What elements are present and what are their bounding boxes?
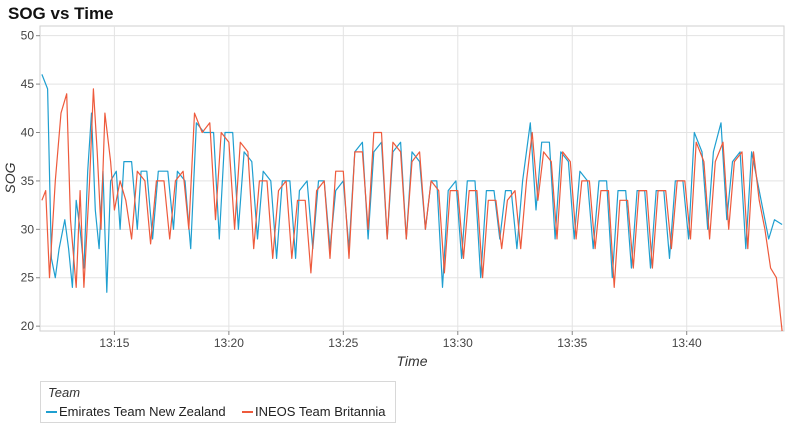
y-tick-label: 30 — [21, 222, 35, 236]
x-tick-label: 13:30 — [443, 336, 473, 350]
y-tick-label: 25 — [21, 271, 35, 285]
chart-plot: 20 25 30 35 40 45 50 13:15 13:20 13:25 13:30 13:35 1… — [2, 25, 785, 369]
y-tick-label: 45 — [21, 77, 35, 91]
y-tick-label: 50 — [21, 29, 35, 43]
x-tick-label: 13:20 — [214, 336, 244, 350]
x-tick-label: 13:25 — [328, 336, 358, 350]
y-tick-label: 35 — [21, 174, 35, 188]
x-axis-label: Time — [397, 353, 428, 369]
legend-title: Team — [48, 385, 81, 400]
legend-swatch-emirates — [46, 410, 57, 413]
series-line-1 — [41, 88, 783, 332]
plot-area — [39, 25, 785, 332]
legend-label-ineos: INEOS Team Britannia — [255, 404, 386, 419]
y-axis-label: SOG — [2, 162, 18, 193]
y-tick-label: 40 — [21, 126, 35, 140]
axis-ticks: 20 25 30 35 40 45 50 13:15 13:20 13:25 13:30 13:35 1… — [21, 29, 702, 350]
legend-label-emirates: Emirates Team New Zealand — [59, 404, 226, 419]
y-tick-label: 20 — [21, 319, 35, 333]
legend-item-ineos[interactable]: INEOS Team Britannia — [242, 404, 386, 419]
legend-swatch-ineos — [242, 410, 253, 413]
chart-title: SOG vs Time — [8, 4, 114, 23]
x-tick-label: 13:35 — [557, 336, 587, 350]
legend: Team Emirates Team New Zealand INEOS Tea… — [40, 381, 396, 423]
series-lines — [41, 74, 783, 332]
legend-item-emirates[interactable]: Emirates Team New Zealand — [46, 404, 226, 419]
x-tick-label: 13:40 — [672, 336, 702, 350]
x-tick-label: 13:15 — [99, 336, 129, 350]
